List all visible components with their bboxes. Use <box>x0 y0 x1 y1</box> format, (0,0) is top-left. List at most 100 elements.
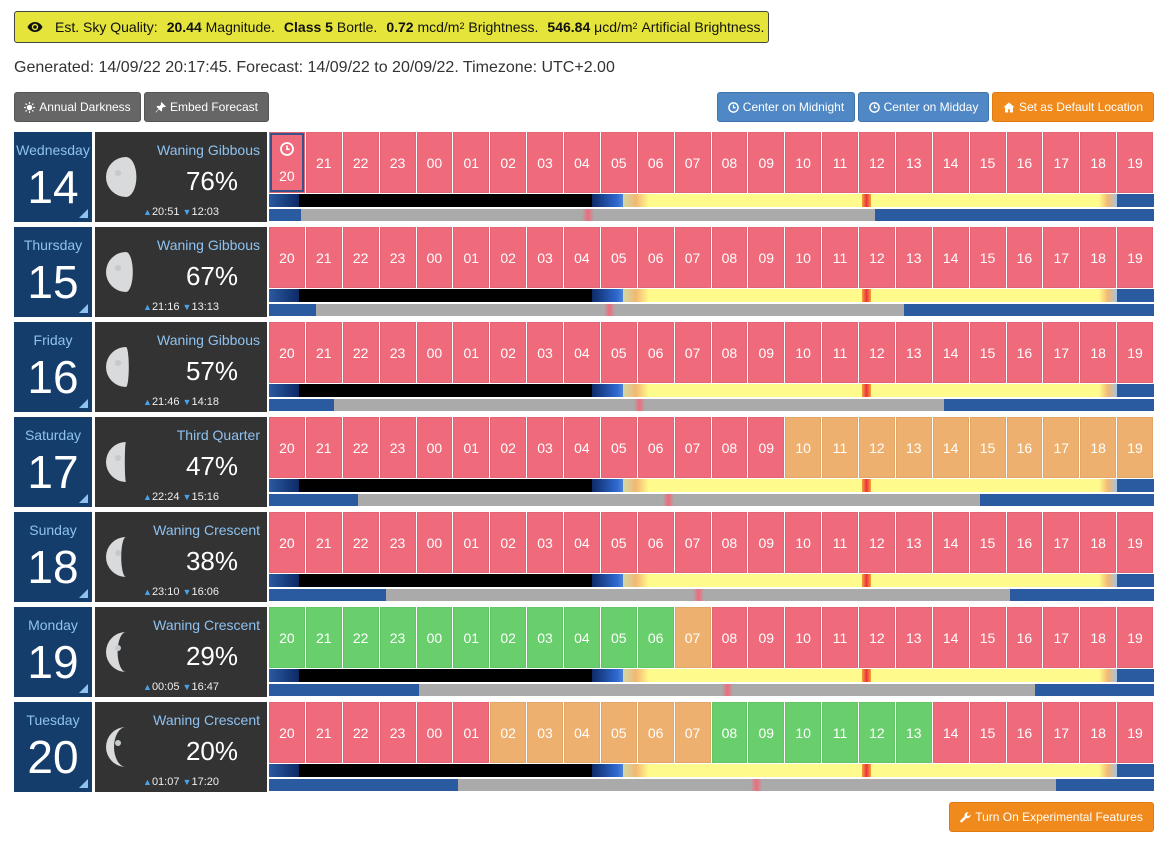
day-panel[interactable]: Thursday 15 <box>14 227 92 317</box>
hour-cell[interactable]: 10 <box>785 322 822 383</box>
hour-cell[interactable]: 20 <box>269 132 305 193</box>
hour-cell[interactable]: 15 <box>969 512 1006 573</box>
hour-cell[interactable]: 14 <box>932 132 969 193</box>
hour-cell[interactable]: 00 <box>416 512 453 573</box>
hour-cell[interactable]: 18 <box>1080 607 1117 668</box>
hour-cell[interactable]: 10 <box>785 512 822 573</box>
hour-cell[interactable]: 23 <box>379 417 416 478</box>
hour-cell[interactable]: 02 <box>490 227 527 288</box>
hour-cell[interactable]: 03 <box>527 417 563 478</box>
hour-cell[interactable]: 12 <box>859 512 895 573</box>
hour-cell[interactable]: 07 <box>674 227 711 288</box>
hour-cell[interactable]: 02 <box>490 512 527 573</box>
hour-cell[interactable]: 14 <box>932 227 969 288</box>
hour-cell[interactable]: 19 <box>1117 227 1153 288</box>
hour-cell[interactable]: 09 <box>748 417 785 478</box>
hour-cell[interactable]: 05 <box>600 227 637 288</box>
day-panel[interactable]: Wednesday 14 <box>14 132 92 222</box>
hour-cell[interactable]: 07 <box>674 702 711 763</box>
center-on-midnight-button[interactable]: Center on Midnight <box>717 92 855 122</box>
hour-cell[interactable]: 04 <box>564 227 600 288</box>
hour-cell[interactable]: 01 <box>453 607 490 668</box>
hour-cell[interactable]: 21 <box>305 702 342 763</box>
hour-cell[interactable]: 08 <box>711 512 748 573</box>
hour-cell[interactable]: 04 <box>564 417 600 478</box>
hour-cell[interactable]: 18 <box>1080 417 1117 478</box>
hour-cell[interactable]: 01 <box>453 417 490 478</box>
hour-cell[interactable]: 09 <box>748 227 785 288</box>
hour-cell[interactable]: 17 <box>1043 227 1080 288</box>
hour-cell[interactable]: 17 <box>1043 417 1080 478</box>
hour-cell[interactable]: 04 <box>564 512 600 573</box>
hour-cell[interactable]: 09 <box>748 322 785 383</box>
hour-cell[interactable]: 08 <box>711 132 748 193</box>
hour-cell[interactable]: 06 <box>637 702 674 763</box>
hour-cell[interactable]: 05 <box>600 702 637 763</box>
hour-cell[interactable]: 14 <box>932 702 969 763</box>
set-default-location-button[interactable]: Set as Default Location <box>992 92 1154 122</box>
hour-cell[interactable]: 12 <box>859 132 895 193</box>
day-panel[interactable]: Sunday 18 <box>14 512 92 602</box>
hour-cell[interactable]: 05 <box>600 322 637 383</box>
hour-cell[interactable]: 14 <box>932 417 969 478</box>
hour-cell[interactable]: 20 <box>269 322 305 383</box>
hour-cell[interactable]: 21 <box>305 512 342 573</box>
hour-cell[interactable]: 04 <box>564 132 600 193</box>
hour-cell[interactable]: 11 <box>822 512 858 573</box>
hour-cell[interactable]: 16 <box>1006 417 1043 478</box>
hour-cell[interactable]: 11 <box>822 702 858 763</box>
hour-cell[interactable]: 21 <box>305 132 342 193</box>
hour-cell[interactable]: 04 <box>564 322 600 383</box>
hour-cell[interactable]: 22 <box>342 227 379 288</box>
hour-cell[interactable]: 05 <box>600 417 637 478</box>
hour-cell[interactable]: 22 <box>342 702 379 763</box>
hour-cell[interactable]: 17 <box>1043 322 1080 383</box>
hour-cell[interactable]: 13 <box>895 417 932 478</box>
hour-cell[interactable]: 22 <box>342 512 379 573</box>
hour-cell[interactable]: 08 <box>711 607 748 668</box>
hour-cell[interactable]: 16 <box>1006 702 1043 763</box>
hour-cell[interactable]: 00 <box>416 227 453 288</box>
hour-cell[interactable]: 07 <box>674 512 711 573</box>
hour-cell[interactable]: 14 <box>932 607 969 668</box>
hour-cell[interactable]: 11 <box>822 132 858 193</box>
hour-cell[interactable]: 00 <box>416 702 453 763</box>
hour-cell[interactable]: 06 <box>637 512 674 573</box>
hour-cell[interactable]: 11 <box>822 227 858 288</box>
hour-cell[interactable]: 18 <box>1080 322 1117 383</box>
hour-cell[interactable]: 20 <box>269 417 305 478</box>
hour-cell[interactable]: 20 <box>269 512 305 573</box>
hour-cell[interactable]: 15 <box>969 417 1006 478</box>
hour-cell[interactable]: 09 <box>748 702 785 763</box>
hour-cell[interactable]: 21 <box>305 607 342 668</box>
hour-cell[interactable]: 16 <box>1006 512 1043 573</box>
hour-cell[interactable]: 18 <box>1080 512 1117 573</box>
hour-cell[interactable]: 23 <box>379 607 416 668</box>
hour-cell[interactable]: 12 <box>859 702 895 763</box>
hour-cell[interactable]: 01 <box>453 512 490 573</box>
day-panel[interactable]: Friday 16 <box>14 322 92 412</box>
hour-cell[interactable]: 13 <box>895 227 932 288</box>
hour-cell[interactable]: 13 <box>895 512 932 573</box>
hour-cell[interactable]: 18 <box>1080 132 1117 193</box>
hour-cell[interactable]: 03 <box>527 227 563 288</box>
hour-cell[interactable]: 10 <box>785 607 822 668</box>
hour-cell[interactable]: 02 <box>490 417 527 478</box>
hour-cell[interactable]: 00 <box>416 132 453 193</box>
hour-cell[interactable]: 10 <box>785 132 822 193</box>
hour-cell[interactable]: 23 <box>379 512 416 573</box>
hour-cell[interactable]: 00 <box>416 322 453 383</box>
hour-cell[interactable]: 08 <box>711 702 748 763</box>
hour-cell[interactable]: 15 <box>969 322 1006 383</box>
hour-cell[interactable]: 12 <box>859 322 895 383</box>
hour-cell[interactable]: 21 <box>305 322 342 383</box>
hour-cell[interactable]: 00 <box>416 417 453 478</box>
hour-cell[interactable]: 05 <box>600 607 637 668</box>
hour-cell[interactable]: 20 <box>269 227 305 288</box>
hour-cell[interactable]: 08 <box>711 322 748 383</box>
hour-cell[interactable]: 05 <box>600 132 637 193</box>
hour-cell[interactable]: 14 <box>932 322 969 383</box>
hour-cell[interactable]: 04 <box>564 702 600 763</box>
hour-cell[interactable]: 12 <box>859 417 895 478</box>
hour-cell[interactable]: 16 <box>1006 322 1043 383</box>
